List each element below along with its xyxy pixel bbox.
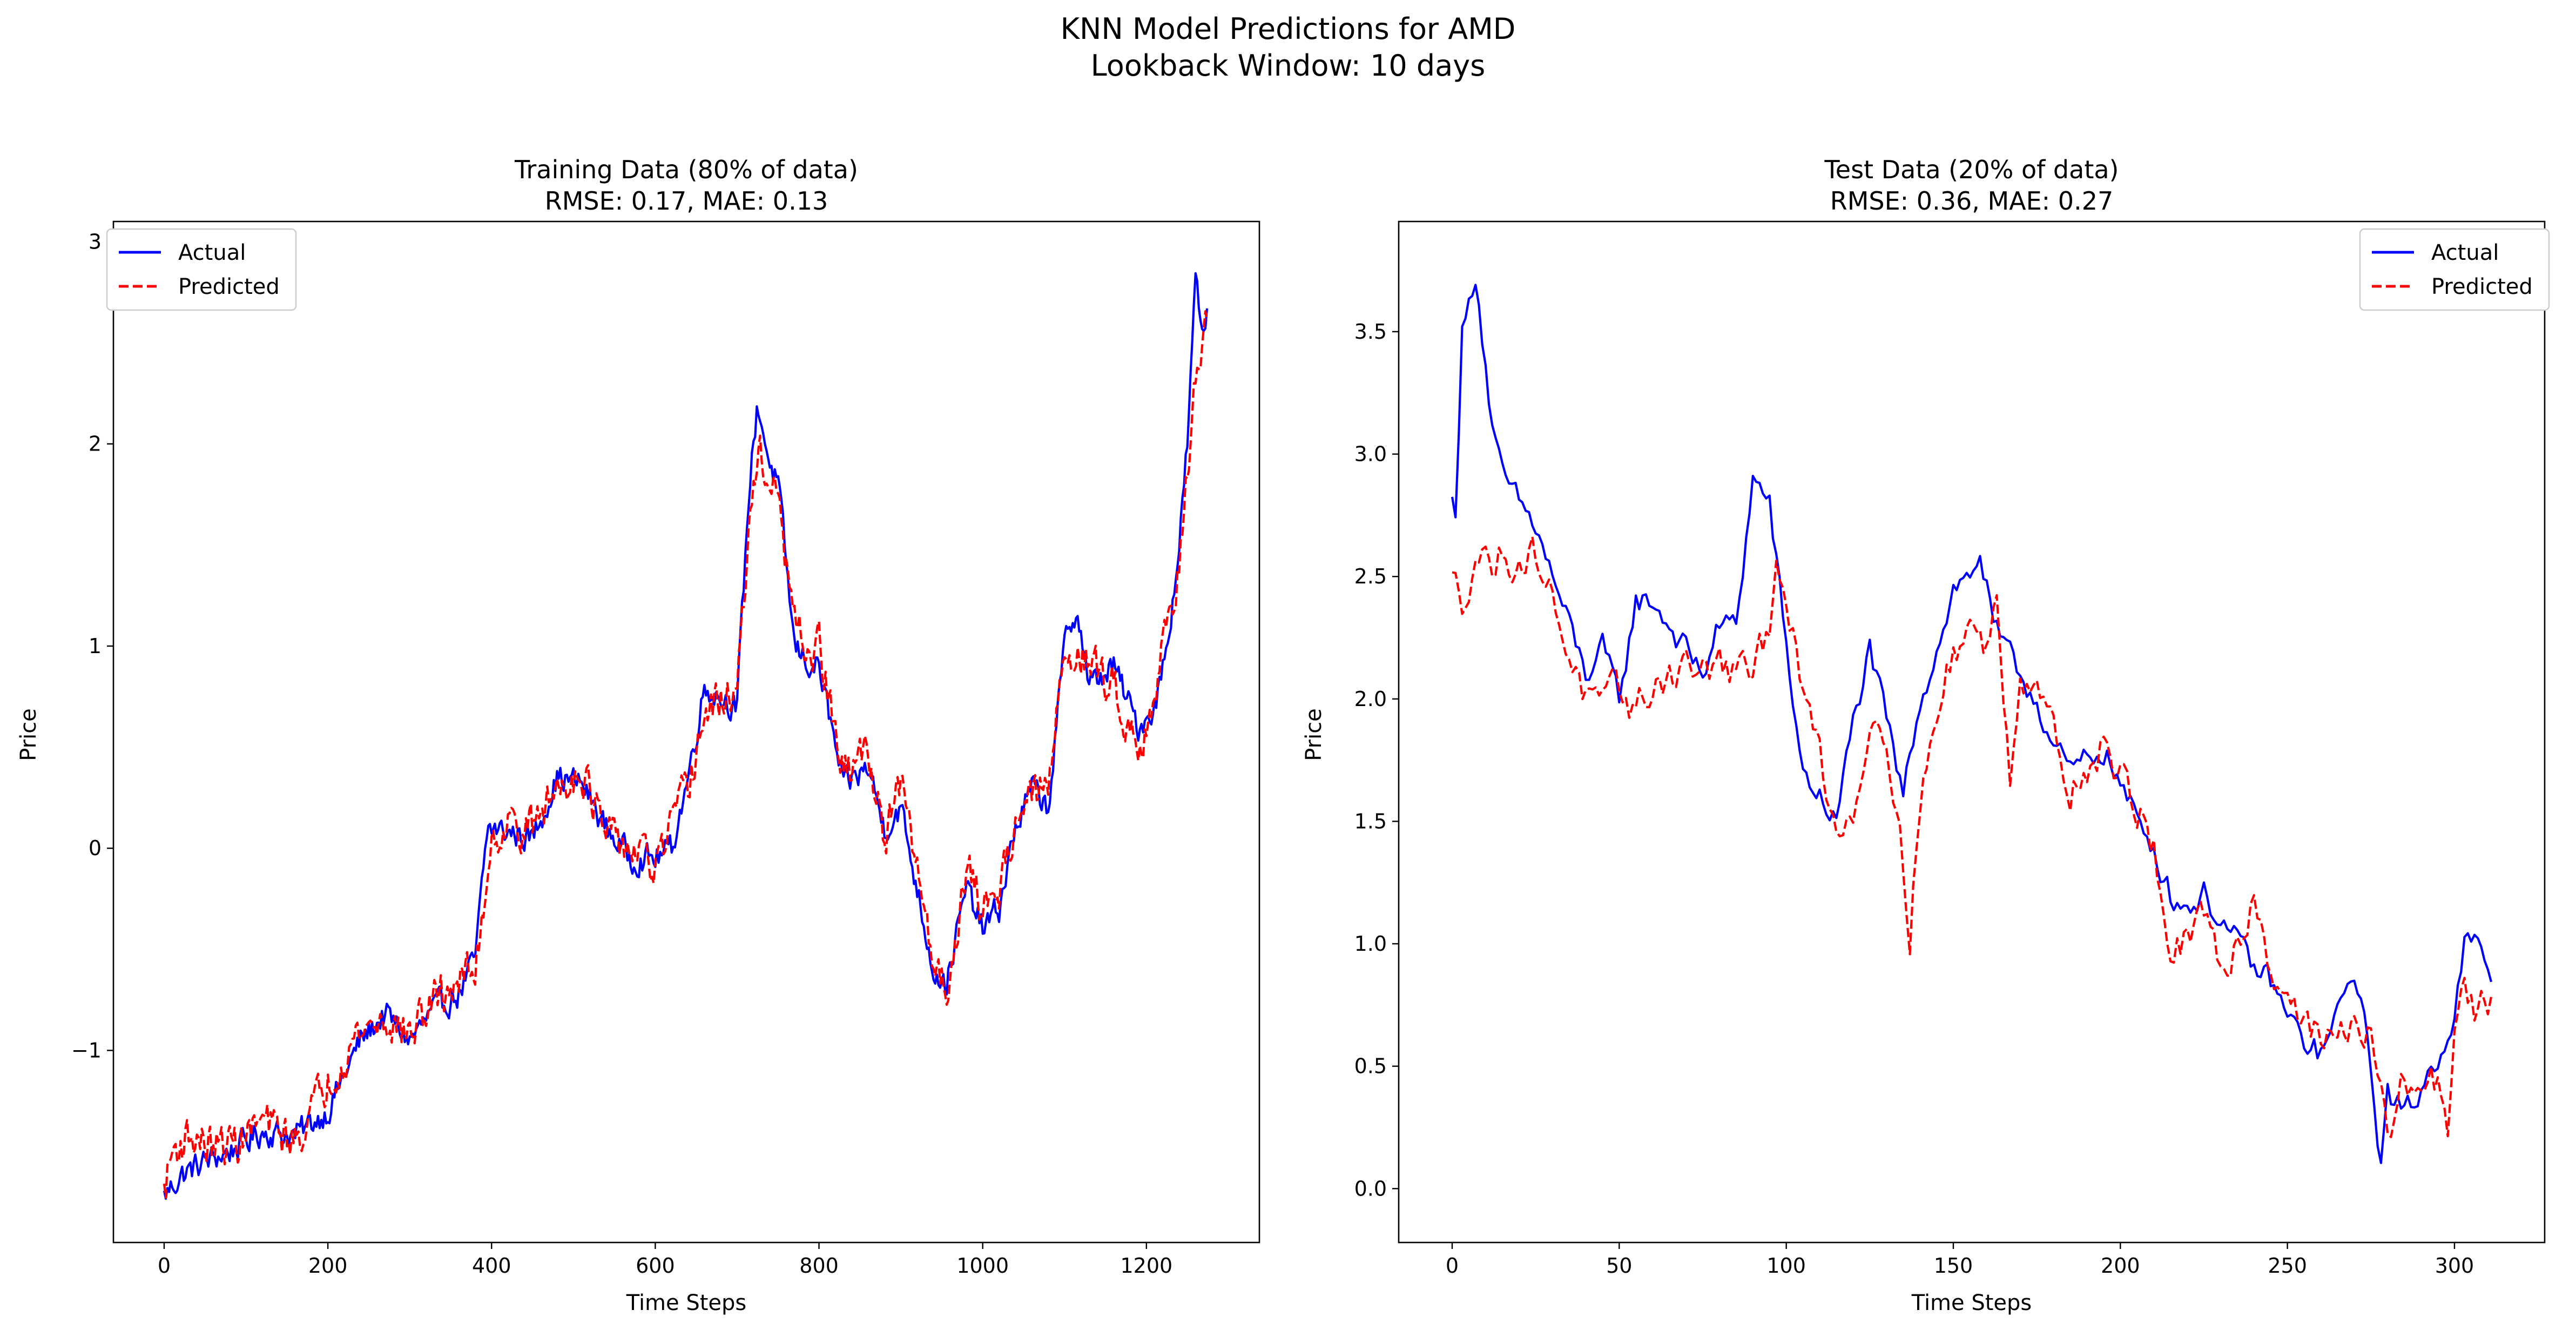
figure-title-line-1: KNN Model Predictions for AMD: [1061, 12, 1516, 46]
training-y-tick-label: 0: [89, 836, 102, 860]
test-legend-actual-label: Actual: [2431, 240, 2499, 265]
test-legend: Actual Predicted: [2359, 228, 2550, 311]
test-y-tick-label: 0.0: [1354, 1177, 1387, 1200]
training-y-tick-label: 2: [89, 432, 102, 456]
test-x-tick-label: 100: [1766, 1254, 1806, 1278]
test-x-axis-label: Time Steps: [1911, 1291, 2032, 1315]
training-legend-actual-label: Actual: [178, 240, 246, 265]
training-panel: Training Data (80% of data) RMSE: 0.17, …: [16, 155, 1260, 1315]
training-title-line-1: Training Data (80% of data): [514, 155, 858, 184]
test-title-line-1: Test Data (20% of data): [1824, 155, 2119, 184]
training-y-tick-label: 1: [89, 634, 102, 658]
training-y-tick-label: −1: [71, 1038, 102, 1062]
test-y-tick-label: 2.5: [1354, 565, 1387, 588]
test-y-tick-label: 3.0: [1354, 442, 1387, 466]
test-actual-line: [1451, 284, 2493, 1164]
test-legend-predicted-label: Predicted: [2431, 274, 2533, 299]
training-x-tick-label: 200: [308, 1254, 348, 1278]
training-x-tick-label: 400: [472, 1254, 511, 1278]
training-legend-predicted-label: Predicted: [178, 274, 280, 299]
training-actual-line: [163, 272, 1209, 1200]
test-y-tick-label: 1.0: [1354, 932, 1387, 956]
test-panel: Test Data (20% of data) RMSE: 0.36, MAE:…: [1302, 155, 2550, 1315]
test-y-axis-label: Price: [1302, 708, 1326, 761]
training-y-tick-label: 3: [89, 230, 102, 253]
training-x-tick-label: 600: [636, 1254, 675, 1278]
training-tick-layer: 0 200 400 600 800 1000 1200 −1 0 1 2 3: [71, 230, 1172, 1278]
test-legend-box: [2359, 228, 2550, 311]
training-x-tick-label: 1000: [956, 1254, 1009, 1278]
training-title-line-2: RMSE: 0.17, MAE: 0.13: [545, 186, 828, 216]
training-legend: Actual Predicted: [106, 228, 297, 311]
test-x-tick-label: 300: [2435, 1254, 2474, 1278]
test-series-layer: [1451, 284, 2493, 1164]
test-y-tick-label: 0.5: [1354, 1054, 1387, 1078]
test-plot-frame: [1398, 220, 2546, 1244]
test-predicted-line: [1452, 535, 2493, 1138]
test-title-line-2: RMSE: 0.36, MAE: 0.27: [1830, 186, 2113, 216]
test-x-tick-label: 200: [2101, 1254, 2140, 1278]
test-x-tick-label: 50: [1606, 1254, 1632, 1278]
test-y-tick-label: 1.5: [1354, 809, 1387, 833]
test-x-tick-label: 0: [1446, 1254, 1459, 1278]
test-y-tick-label: 3.5: [1354, 320, 1387, 344]
figure-title-line-2: Lookback Window: 10 days: [1091, 49, 1486, 83]
training-series-layer: [163, 272, 1209, 1200]
test-tick-layer: 0 50 100 150 200 250 300 0.0 0.5 1.0 1.5 2.0 2.5 3.0 3…: [1354, 320, 2474, 1278]
training-x-tick-label: 0: [158, 1254, 171, 1278]
test-x-tick-label: 250: [2268, 1254, 2307, 1278]
training-x-tick-label: 1200: [1120, 1254, 1172, 1278]
training-x-axis-label: Time Steps: [626, 1291, 747, 1315]
training-y-axis-label: Price: [16, 708, 41, 761]
test-x-tick-label: 150: [1934, 1254, 1973, 1278]
training-predicted-line: [163, 310, 1209, 1199]
training-plot-frame: [112, 220, 1260, 1244]
test-y-tick-label: 2.0: [1354, 687, 1387, 711]
training-x-tick-label: 800: [799, 1254, 839, 1278]
training-legend-box: [106, 228, 297, 311]
